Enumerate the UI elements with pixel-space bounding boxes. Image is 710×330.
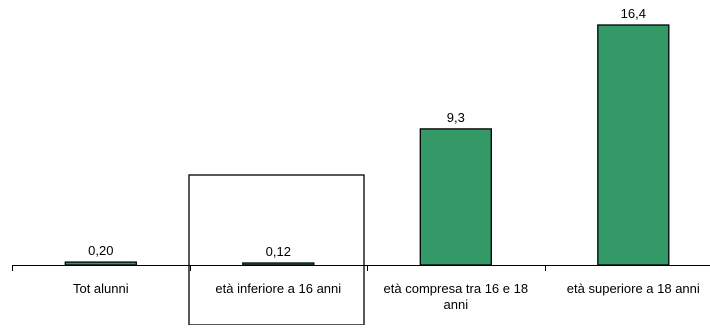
value-label-2: 9,3 [447,110,465,125]
category-label-2-line-1: anni [444,297,469,312]
category-label-0: Tot alunni [73,281,129,296]
value-label-0: 0,20 [88,243,113,258]
category-label-1: età inferiore a 16 anni [215,281,341,296]
category-label-2-line-0: età compresa tra 16 e 18 [384,281,529,296]
value-labels-layer: 0,20 0,12 9,3 16,4 [88,6,646,259]
value-label-3: 16,4 [621,6,646,21]
bar-3 [598,25,669,265]
bars-layer [65,25,669,265]
bar-0 [65,262,136,265]
category-label-3: età superiore a 18 anni [567,281,700,296]
category-labels-layer: Tot alunni età inferiore a 16 anni età com… [73,281,700,312]
value-label-1: 0,12 [266,244,291,259]
bar-1 [243,263,314,265]
bar-2 [420,129,491,265]
